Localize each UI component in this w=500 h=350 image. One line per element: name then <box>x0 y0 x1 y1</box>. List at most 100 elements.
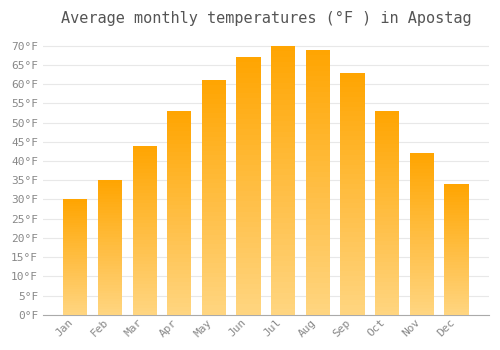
Bar <box>375 241 400 245</box>
Bar <box>167 172 192 176</box>
Bar <box>132 312 157 315</box>
Bar <box>202 202 226 207</box>
Bar <box>132 180 157 183</box>
Bar <box>236 150 260 155</box>
Bar <box>271 137 295 142</box>
Bar <box>444 262 468 265</box>
Bar <box>375 201 400 205</box>
Bar <box>236 186 260 191</box>
Bar <box>340 213 364 218</box>
Bar <box>63 225 88 227</box>
Bar <box>375 160 400 164</box>
Bar <box>202 99 226 104</box>
Bar <box>271 299 295 304</box>
Bar <box>132 251 157 254</box>
Bar <box>202 305 226 310</box>
Bar <box>167 245 192 250</box>
Bar <box>63 303 88 306</box>
Bar <box>236 176 260 181</box>
Bar <box>375 140 400 144</box>
Bar <box>202 268 226 273</box>
Bar <box>410 240 434 244</box>
Bar <box>236 268 260 274</box>
Bar <box>410 224 434 228</box>
Bar <box>132 304 157 308</box>
Bar <box>236 227 260 232</box>
Bar <box>132 271 157 274</box>
Bar <box>444 294 468 296</box>
Bar <box>271 229 295 234</box>
Bar <box>306 188 330 193</box>
Bar <box>132 210 157 213</box>
Bar <box>410 189 434 192</box>
Bar <box>98 272 122 274</box>
Bar <box>63 241 88 243</box>
Bar <box>236 119 260 124</box>
Bar <box>202 258 226 263</box>
Bar <box>306 219 330 225</box>
Bar <box>271 105 295 110</box>
Bar <box>63 229 88 232</box>
Bar <box>271 116 295 121</box>
Bar <box>271 169 295 175</box>
Bar <box>167 209 192 213</box>
Bar <box>340 208 364 213</box>
Bar <box>306 235 330 240</box>
Bar <box>167 115 192 119</box>
Bar <box>410 169 434 173</box>
Bar <box>375 311 400 315</box>
Bar <box>98 223 122 226</box>
Bar <box>63 268 88 271</box>
Bar <box>63 220 88 223</box>
Bar <box>271 99 295 105</box>
Bar <box>167 286 192 290</box>
Bar <box>444 255 468 257</box>
Bar <box>340 126 364 131</box>
Bar <box>132 301 157 304</box>
Bar <box>271 110 295 116</box>
Bar <box>444 187 468 189</box>
Bar <box>63 282 88 285</box>
Bar <box>410 289 434 292</box>
Bar <box>410 231 434 234</box>
Bar <box>410 208 434 211</box>
Bar <box>271 148 295 153</box>
Bar <box>236 258 260 263</box>
Bar <box>375 229 400 233</box>
Bar <box>306 156 330 161</box>
Bar <box>167 135 192 140</box>
Bar <box>375 188 400 193</box>
Bar <box>375 278 400 282</box>
Bar <box>132 217 157 220</box>
Bar <box>271 196 295 202</box>
Bar <box>63 234 88 236</box>
Bar <box>98 256 122 258</box>
Bar <box>271 234 295 239</box>
Bar <box>98 266 122 269</box>
Bar <box>236 289 260 294</box>
Bar <box>132 288 157 291</box>
Bar <box>375 148 400 152</box>
Bar <box>444 304 468 307</box>
Bar <box>132 220 157 223</box>
Bar <box>167 290 192 294</box>
Bar <box>306 294 330 299</box>
Bar <box>444 195 468 197</box>
Bar <box>98 288 122 290</box>
Bar <box>132 264 157 267</box>
Bar <box>306 262 330 267</box>
Bar <box>306 140 330 145</box>
Bar <box>167 176 192 180</box>
Bar <box>306 103 330 108</box>
Bar <box>167 258 192 262</box>
Bar <box>132 244 157 247</box>
Bar <box>98 226 122 229</box>
Bar <box>340 82 364 87</box>
Bar <box>98 204 122 207</box>
Bar <box>375 302 400 307</box>
Bar <box>340 237 364 242</box>
Bar <box>444 309 468 312</box>
Bar <box>236 140 260 145</box>
Bar <box>132 162 157 166</box>
Bar <box>271 239 295 245</box>
